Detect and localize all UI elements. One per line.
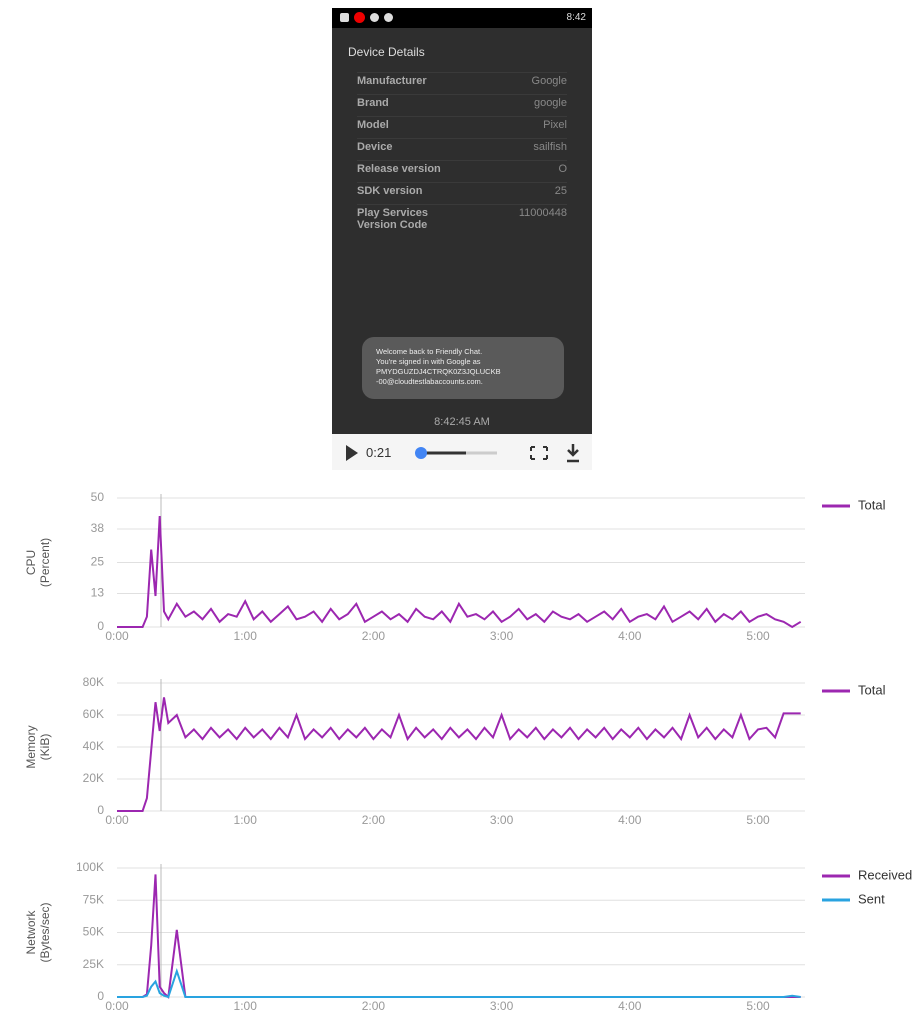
y-tick-label: 75K: [83, 892, 104, 906]
y-tick-label: 25: [91, 555, 105, 569]
y-axis-label: (Bytes/sec): [38, 902, 52, 962]
phone-screen: 8:42 Device Details Manufacturer Google Br…: [332, 8, 592, 434]
x-tick-label: 0:00: [105, 629, 129, 643]
y-axis-label: Memory: [24, 725, 38, 768]
y-tick-label: 13: [91, 586, 105, 600]
toast-line: You're signed in with Google as: [376, 357, 481, 366]
y-tick-label: 50: [91, 490, 105, 504]
detail-label: Brand: [357, 97, 389, 109]
x-tick-label: 2:00: [362, 813, 386, 827]
toast-line: -00@cloudtestlabaccounts.com.: [376, 377, 483, 386]
data-line: [117, 697, 801, 812]
detail-row: Model Pixel: [357, 116, 567, 139]
toast: Welcome back to Friendly Chat. You're si…: [362, 337, 564, 399]
detail-row: Release version O: [357, 160, 567, 183]
y-tick-label: 0: [97, 803, 104, 817]
detail-label: Device: [357, 141, 393, 153]
detail-label: SDK version: [357, 185, 423, 197]
y-tick-label: 0: [97, 989, 104, 1003]
detail-label: Play Services Version Code: [357, 207, 428, 231]
detail-label: Manufacturer: [357, 75, 427, 87]
y-tick-label: 50K: [83, 925, 104, 939]
detail-label: Model: [357, 119, 389, 131]
y-tick-label: 60K: [83, 707, 104, 721]
y-axis-label: (KiB): [38, 734, 52, 761]
detail-value: 25: [554, 185, 567, 197]
y-tick-label: 80K: [83, 675, 104, 689]
seek-thumb[interactable]: [415, 447, 427, 459]
detail-row: Brand google: [357, 94, 567, 117]
data-line: [117, 874, 801, 1000]
x-tick-label: 3:00: [490, 999, 514, 1013]
y-tick-label: 38: [91, 521, 105, 535]
x-tick-label: 5:00: [746, 999, 770, 1013]
legend-label: Total: [858, 497, 886, 512]
data-line: [117, 516, 802, 629]
x-tick-label: 3:00: [490, 813, 514, 827]
detail-row: Device sailfish: [357, 138, 567, 161]
detail-value: Pixel: [543, 119, 567, 131]
status-icon: [370, 13, 379, 22]
screen-title: Device Details: [348, 45, 425, 59]
y-axis-label: (Percent): [38, 538, 52, 587]
x-tick-label: 0:00: [105, 999, 129, 1013]
y-tick-label: 40K: [83, 739, 104, 753]
detail-value: Google: [531, 75, 567, 87]
y-tick-label: 25K: [83, 957, 104, 971]
timestamp: 8:42:45 AM: [434, 416, 490, 428]
x-tick-label: 2:00: [362, 629, 386, 643]
detail-label: Release version: [357, 163, 441, 175]
player-time: 0:21: [366, 445, 392, 460]
player-controls: [346, 444, 579, 463]
status-icon: [384, 13, 393, 22]
data-line: [117, 968, 801, 999]
detail-value: google: [533, 97, 567, 109]
toast-line: Welcome back to Friendly Chat.: [376, 347, 483, 356]
detail-value: O: [558, 163, 567, 175]
x-tick-label: 4:00: [618, 629, 642, 643]
x-tick-label: 0:00: [105, 813, 129, 827]
x-tick-label: 4:00: [618, 999, 642, 1013]
status-time: 8:42: [566, 12, 586, 23]
video-player: 0:21: [332, 434, 592, 470]
x-tick-label: 5:00: [746, 813, 770, 827]
fullscreen-button[interactable]: [530, 446, 548, 460]
detail-row: Manufacturer Google: [357, 72, 567, 95]
detail-row: SDK version 25: [357, 182, 567, 205]
x-tick-label: 1:00: [234, 813, 258, 827]
x-tick-label: 2:00: [362, 999, 386, 1013]
y-tick-label: 0: [97, 619, 104, 633]
x-tick-label: 1:00: [234, 999, 258, 1013]
toast-line: PMYDGUZDJ4CTRQK0Z3JQLUCKB: [376, 367, 501, 376]
charts: 0 13 25 38 50 0:00 1:00 2:00 3:00 4:00 5:00 CPU (Per…: [24, 490, 912, 1013]
download-button[interactable]: [567, 444, 579, 463]
legend-label: Total: [858, 682, 886, 697]
status-icon: [340, 13, 349, 22]
detail-value: sailfish: [533, 141, 567, 153]
x-tick-label: 3:00: [490, 629, 514, 643]
y-axis-label: CPU: [24, 550, 38, 575]
y-tick-label: 20K: [83, 771, 104, 785]
x-tick-label: 1:00: [234, 629, 258, 643]
y-tick-label: 100K: [76, 860, 104, 874]
x-tick-label: 4:00: [618, 813, 642, 827]
status-bar: 8:42: [332, 8, 592, 28]
y-axis-label: Network: [24, 909, 38, 954]
legend-label: Sent: [858, 891, 885, 906]
play-button[interactable]: [346, 445, 358, 461]
detail-row: Play Services Version Code 11000448: [357, 204, 567, 231]
detail-value: 11000448: [518, 207, 567, 219]
legend-label: Received: [858, 867, 912, 882]
record-icon: [354, 12, 365, 23]
x-tick-label: 5:00: [746, 629, 770, 643]
